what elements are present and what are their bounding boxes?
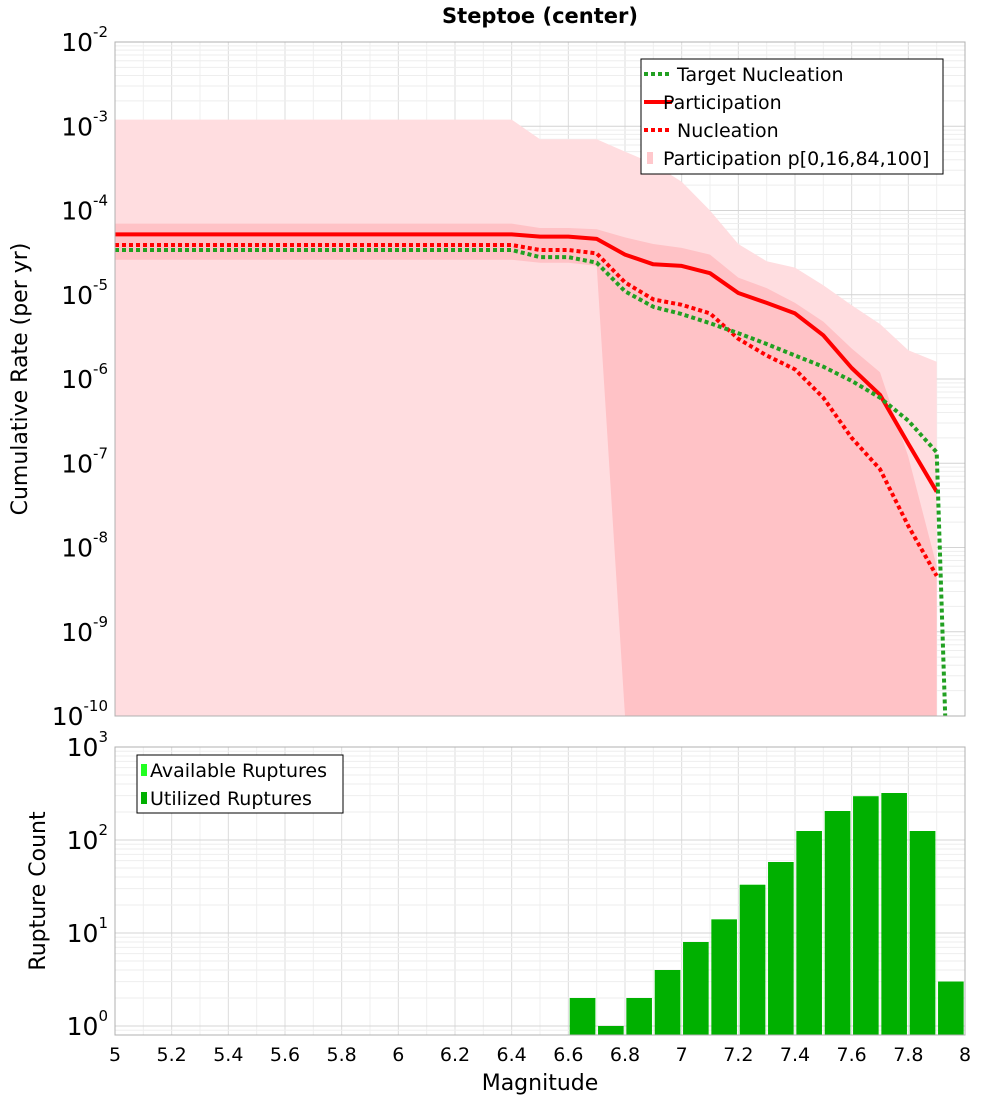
bars bbox=[569, 793, 964, 1035]
y-tick-labels: 10-10 10-9 10-8 10-7 10-6 10-5 10-4 10-3 10-2 bbox=[52, 23, 108, 731]
chart-title: Steptoe (center) bbox=[442, 4, 638, 28]
percentile-band bbox=[115, 223, 937, 716]
legend-box bbox=[136, 754, 344, 814]
series-lines bbox=[115, 232, 948, 717]
x-tick-label: 6.6 bbox=[553, 1044, 583, 1066]
x-tick-label: 7.4 bbox=[780, 1044, 810, 1066]
legend-label: Target Nucleation bbox=[676, 64, 844, 86]
bar bbox=[711, 919, 737, 1035]
y-tick-label: 10-10 bbox=[52, 697, 108, 731]
series-line bbox=[115, 243, 939, 577]
bar bbox=[768, 862, 794, 1035]
x-tick-label: 5 bbox=[109, 1044, 121, 1066]
bar bbox=[654, 970, 681, 1035]
y-tick-label: 102 bbox=[67, 821, 108, 855]
y-tick-label: 10-3 bbox=[61, 107, 108, 141]
x-tick-label: 6.8 bbox=[610, 1044, 640, 1066]
legend: Available Ruptures Utilized Ruptures bbox=[136, 754, 344, 814]
plot-frame bbox=[114, 746, 966, 1036]
y-tick-label: 10-7 bbox=[61, 444, 108, 478]
y-axis-label: Rupture Count bbox=[26, 811, 51, 971]
y-tick-label: 10-8 bbox=[61, 529, 108, 563]
y-tick-label: 10-4 bbox=[61, 192, 108, 226]
y-tick-label: 10-6 bbox=[61, 360, 108, 394]
x-tick-label: 5.2 bbox=[157, 1044, 187, 1066]
legend-box bbox=[640, 58, 944, 175]
x-tick-label: 8 bbox=[959, 1044, 971, 1066]
percentile-bands bbox=[115, 119, 937, 717]
x-tick-label: 6 bbox=[392, 1044, 404, 1066]
legend-swatch bbox=[141, 792, 147, 804]
bar bbox=[824, 811, 851, 1035]
x-axis-label: Magnitude bbox=[482, 1071, 599, 1096]
y-axis-label: Cumulative Rate (per yr) bbox=[8, 243, 33, 516]
bar bbox=[569, 998, 596, 1035]
x-tick-label: 7 bbox=[676, 1044, 688, 1066]
y-tick-label: 101 bbox=[67, 914, 108, 948]
rupture-count-chart: 100 101 102 103 5 5.2 5.4 5.6 5.8 6 6.2 6.4 6.6 6.8 7… bbox=[26, 728, 971, 1096]
bar bbox=[626, 998, 652, 1035]
plot-frame bbox=[114, 41, 966, 717]
y-tick-label: 100 bbox=[67, 1007, 108, 1041]
bar bbox=[938, 981, 964, 1035]
legend: Target Nucleation Participation Nucleation… bbox=[640, 58, 944, 175]
y-tick-label: 10-5 bbox=[61, 276, 108, 310]
legend-swatch bbox=[141, 764, 147, 776]
bar bbox=[739, 884, 766, 1035]
bar bbox=[598, 1026, 624, 1035]
legend-label: Utilized Ruptures bbox=[150, 788, 312, 810]
series-line bbox=[115, 248, 948, 717]
legend-label: Available Ruptures bbox=[150, 760, 327, 782]
legend-label: Participation bbox=[663, 92, 782, 114]
legend-swatch bbox=[647, 152, 653, 164]
bar bbox=[796, 831, 822, 1035]
x-tick-label: 7.2 bbox=[723, 1044, 753, 1066]
bar bbox=[853, 796, 879, 1035]
x-tick-label: 5.6 bbox=[270, 1044, 300, 1066]
legend-label: Nucleation bbox=[677, 120, 779, 142]
series-line bbox=[115, 232, 939, 493]
x-tick-label: 5.8 bbox=[327, 1044, 357, 1066]
cumulative-rate-chart: Steptoe (center) 10-1010-910-810-710-610… bbox=[8, 4, 966, 731]
x-tick-label: 7.6 bbox=[837, 1044, 867, 1066]
x-tick-label: 7.8 bbox=[893, 1044, 923, 1066]
x-tick-label: 5.4 bbox=[213, 1044, 243, 1066]
legend-label: Participation p[0,16,84,100] bbox=[663, 148, 929, 170]
y-tick-label: 10-9 bbox=[61, 613, 108, 647]
x-tick-label: 6.4 bbox=[497, 1044, 527, 1066]
bar bbox=[909, 831, 936, 1035]
bar bbox=[881, 793, 907, 1035]
y-tick-labels: 100 101 102 103 bbox=[67, 728, 108, 1041]
y-tick-label: 10-2 bbox=[61, 23, 108, 57]
x-tick-labels: 5 5.2 5.4 5.6 5.8 6 6.2 6.4 6.6 6.8 7 7.2 7.4 7.6 7.8 8 bbox=[109, 1044, 971, 1066]
x-tick-label: 6.2 bbox=[440, 1044, 470, 1066]
y-tick-label: 103 bbox=[67, 728, 108, 762]
bar bbox=[683, 942, 709, 1035]
